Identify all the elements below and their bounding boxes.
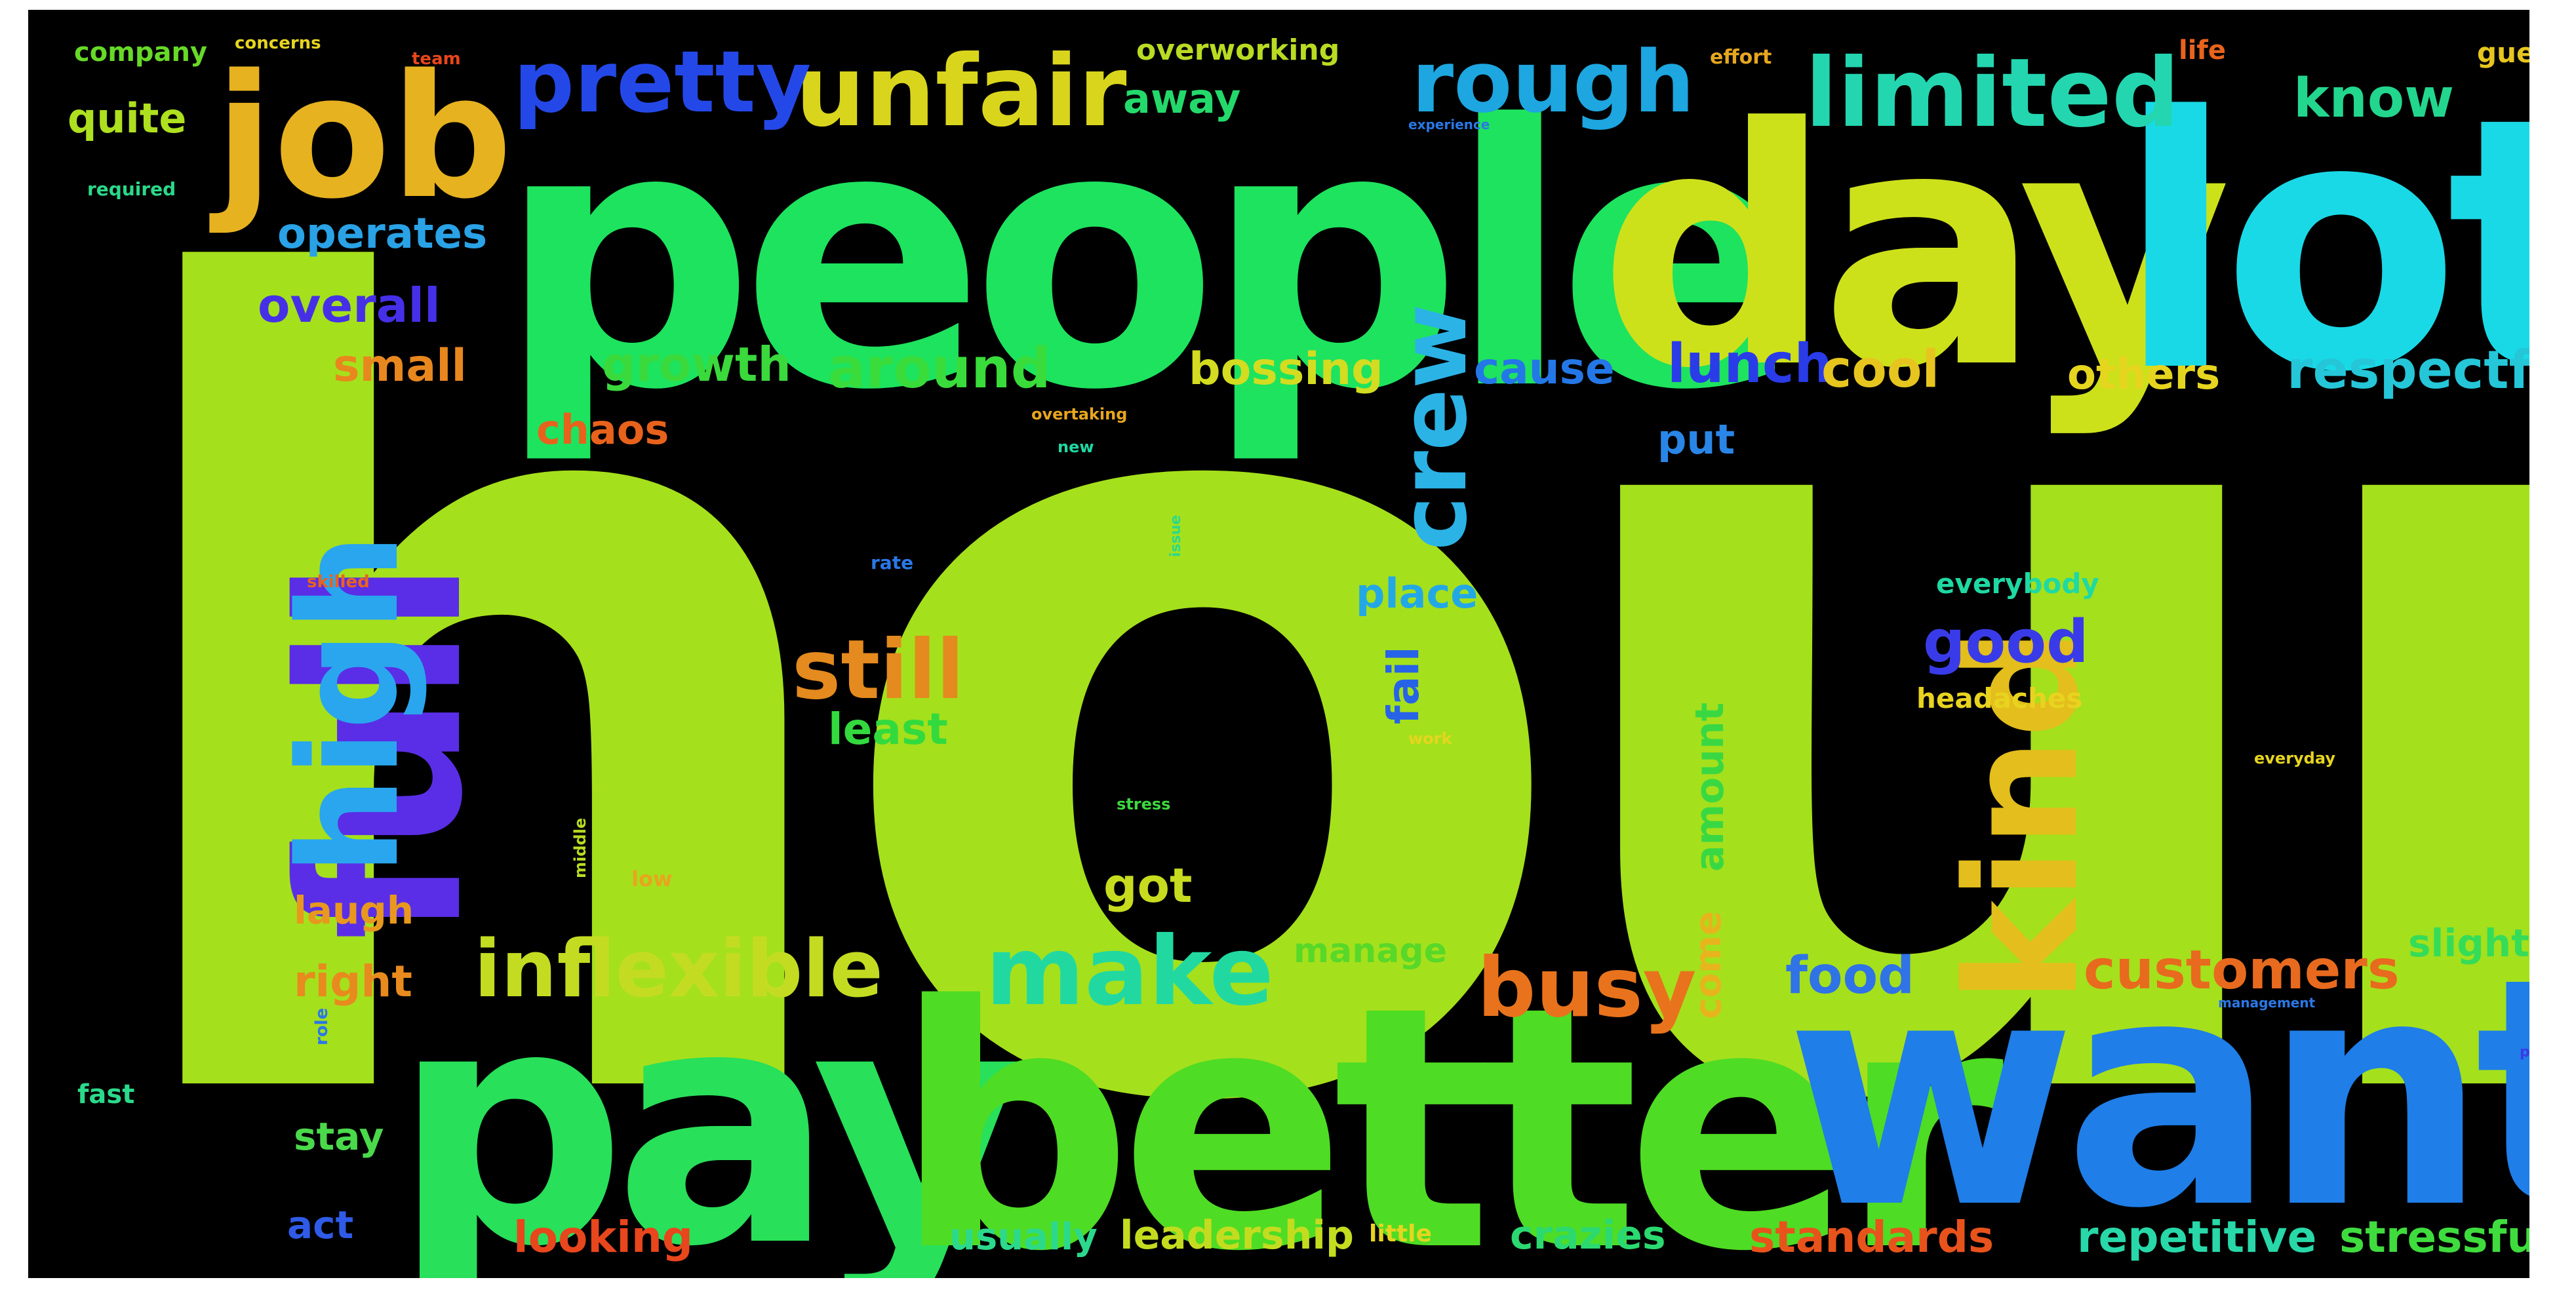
word-low: low	[631, 866, 673, 891]
word-manage: manage	[1294, 931, 1447, 971]
word-customers: customers	[2084, 939, 2400, 1001]
word-team: team	[412, 49, 461, 69]
word-pace: pace	[2520, 1044, 2529, 1060]
word-work: work	[1408, 729, 1452, 748]
word-new: new	[1058, 438, 1094, 456]
word-operates: operates	[277, 210, 488, 258]
word-leadership: leadership	[1120, 1213, 1354, 1258]
word-experience: experience	[1408, 117, 1490, 132]
word-know: know	[2293, 68, 2454, 130]
word-away: away	[1123, 75, 1241, 123]
word-effort: effort	[1710, 46, 1772, 69]
word-cloud: hours people day lot job pay better want…	[28, 10, 2529, 1278]
word-act: act	[287, 1203, 354, 1247]
word-slightly: slightly	[2408, 921, 2529, 965]
word-required: required	[87, 178, 176, 200]
word-cool: cool	[1821, 340, 1940, 399]
word-headaches: headaches	[1916, 682, 2083, 714]
word-usually: usually	[949, 1216, 1098, 1258]
word-guest: guest	[2477, 37, 2529, 69]
word-everyday: everyday	[2254, 749, 2335, 767]
word-people: people	[497, 49, 1802, 469]
word-crazies: crazies	[1510, 1213, 1666, 1258]
word-make: make	[985, 916, 1274, 1027]
word-around: around	[828, 336, 1051, 401]
word-bossing: bossing	[1189, 343, 1383, 395]
word-rate: rate	[871, 552, 914, 573]
word-overworking: overworking	[1136, 33, 1340, 67]
word-company: company	[74, 37, 208, 68]
word-role: role	[312, 1007, 332, 1045]
word-little: little	[1369, 1220, 1432, 1247]
word-others: others	[2067, 351, 2221, 399]
word-concerns: concerns	[235, 33, 321, 53]
word-lot: lot	[2116, 43, 2529, 448]
word-skilled: skilled	[307, 572, 370, 592]
word-looking: looking	[513, 1212, 694, 1262]
word-amount: amount	[1687, 702, 1733, 872]
word-stay: stay	[294, 1114, 384, 1159]
word-least: least	[828, 704, 948, 754]
word-overall: overall	[258, 278, 441, 333]
word-growth: growth	[602, 337, 791, 392]
word-life: life	[2179, 35, 2226, 66]
word-quite: quite	[68, 94, 187, 142]
word-still: still	[792, 623, 964, 718]
word-right: right	[294, 956, 412, 1007]
word-standards: standards	[1749, 1212, 1994, 1262]
word-got: got	[1103, 858, 1193, 913]
word-pretty: pretty	[513, 32, 812, 132]
word-overtaking: overtaking	[1031, 405, 1128, 423]
word-busy: busy	[1477, 941, 1697, 1036]
word-small: small	[333, 340, 467, 392]
word-put: put	[1657, 416, 1735, 463]
word-fail: fail	[1378, 646, 1429, 725]
word-good: good	[1923, 608, 2089, 676]
word-management: management	[2218, 995, 2316, 1011]
word-better: better	[894, 936, 2004, 1279]
word-middle: middle	[571, 817, 589, 878]
word-limited: limited	[1805, 38, 2180, 149]
word-place: place	[1356, 570, 1478, 617]
word-rough: rough	[1412, 32, 1695, 132]
word-stress: stress	[1117, 795, 1171, 813]
word-crew: crew	[1381, 303, 1488, 551]
word-unfair: unfair	[795, 35, 1127, 149]
word-stressful: stressful	[2339, 1212, 2529, 1262]
word-issue: issue	[1168, 515, 1184, 557]
word-chaos: chaos	[536, 406, 669, 454]
word-come: come	[1687, 911, 1729, 1019]
word-cause: cause	[1474, 343, 1615, 394]
word-everybody: everybody	[1936, 568, 2099, 600]
word-pay: pay	[392, 937, 1025, 1278]
word-day: day	[1598, 58, 2232, 440]
word-lunch: lunch	[1667, 333, 1833, 395]
word-food: food	[1785, 946, 1914, 1005]
word-hours: hours	[90, 68, 2529, 1278]
word-job: job	[215, 39, 513, 237]
word-inflexible: inflexible	[474, 924, 883, 1015]
word-repetitive: repetitive	[2077, 1212, 2317, 1262]
word-respectful: respectful	[2287, 340, 2529, 400]
word-fast: fast	[77, 1079, 135, 1110]
word-laugh: laugh	[294, 888, 414, 933]
word-want: want	[1785, 911, 2529, 1277]
